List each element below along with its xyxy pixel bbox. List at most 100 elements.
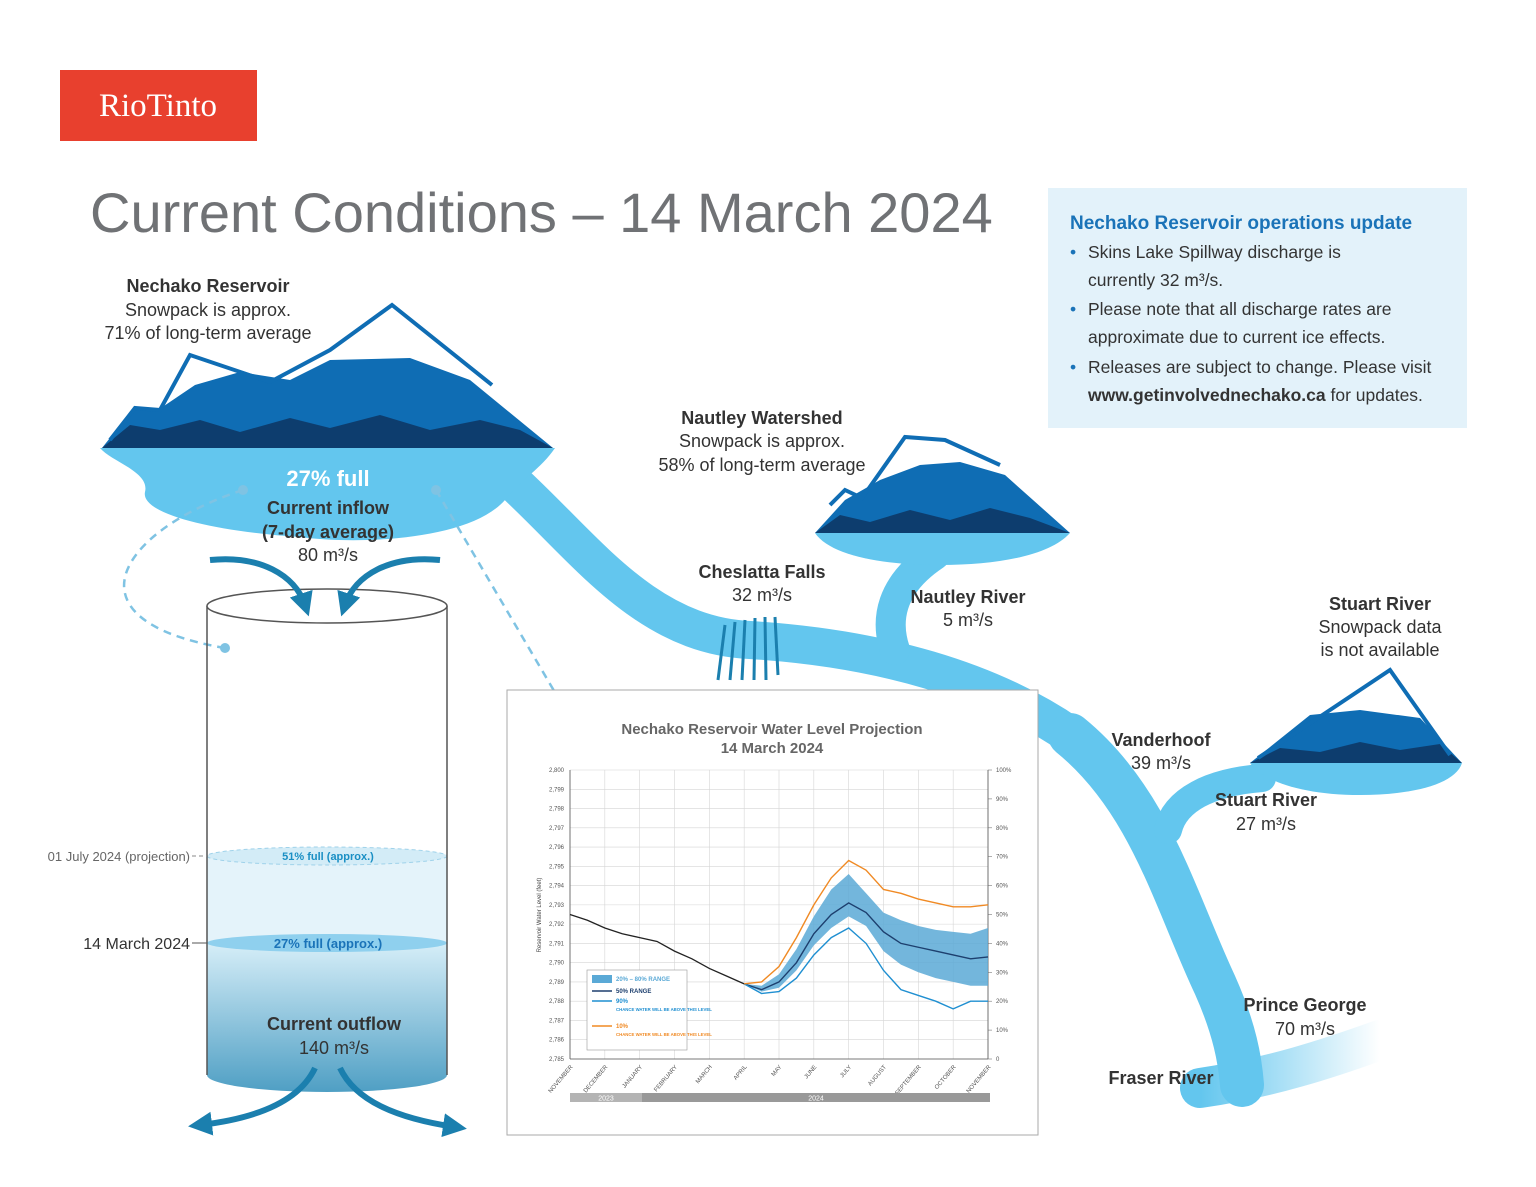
y2-tick-label: 40% <box>996 941 1009 947</box>
flow-arrows <box>188 556 467 1138</box>
bullet: • <box>1070 357 1076 377</box>
current-fill: 27% full (approx.) <box>274 936 382 951</box>
labels: Nechako Reservoir Snowpack is approx. 71… <box>48 276 1443 1088</box>
outflow-value: 140 m³/s <box>299 1038 369 1058</box>
range-band <box>744 874 988 992</box>
y-tick-label: 2,790 <box>549 961 565 967</box>
y-tick-label: 2,798 <box>549 807 565 813</box>
y-tick-label: 2,796 <box>549 845 565 851</box>
y-tick-label: 2,791 <box>549 941 565 947</box>
y-tick-label: 2,797 <box>549 826 565 832</box>
series-line <box>743 927 988 1010</box>
snowpack-text: Snowpack is approx. <box>679 431 845 451</box>
update-heading: Nechako Reservoir operations update <box>1070 213 1412 234</box>
website-link[interactable]: www.getinvolvednechako.ca <box>1087 385 1326 405</box>
bullet-text: Releases are subject to change. Please v… <box>1088 357 1432 377</box>
river <box>1154 764 1276 844</box>
y-axis-label: Reservoir Water Level (feet) <box>537 878 543 953</box>
place-name: Nautley Watershed <box>681 408 842 428</box>
bullet: • <box>1070 242 1076 262</box>
place-name: Nechako Reservoir <box>126 276 289 296</box>
series-line <box>743 902 989 991</box>
snowpack-text: is not available <box>1320 640 1439 660</box>
cylinder-water <box>207 943 447 1092</box>
y-tick-label: 2,789 <box>549 980 565 986</box>
flow-name: Vanderhoof <box>1111 730 1211 750</box>
mountain-base <box>1250 742 1462 763</box>
river <box>875 540 950 665</box>
chart-title: Nechako Reservoir Water Level Projection <box>621 721 922 738</box>
inflow-label: Current inflow <box>267 498 390 518</box>
nautley-lake <box>815 533 1070 565</box>
series-line <box>744 859 989 985</box>
legend-note: CHANCE WATER WILL BE ABOVE THIS LEVEL <box>616 1032 712 1037</box>
flow-value: 27 m³/s <box>1236 814 1296 834</box>
y2-tick-label: 20% <box>996 999 1009 1005</box>
flow-name: Cheslatta Falls <box>698 562 825 582</box>
y-tick-label: 2,788 <box>549 999 565 1005</box>
bullet-text: currently 32 m³/s. <box>1088 270 1223 290</box>
river-name: Fraser River <box>1108 1068 1213 1088</box>
year-bar <box>570 1093 642 1102</box>
y2-tick-label: 70% <box>996 855 1009 861</box>
legend-note: CHANCE WATER WILL BE ABOVE THIS LEVEL <box>616 1007 712 1012</box>
reservoir-fill: 27% full <box>286 466 369 491</box>
y2-tick-label: 0 <box>996 1057 1000 1063</box>
y2-tick-label: 80% <box>996 826 1009 832</box>
mountain-base <box>102 415 553 448</box>
y-tick-label: 2,794 <box>549 884 565 890</box>
year-bar <box>642 1093 990 1102</box>
chart-subtitle: 14 March 2024 <box>721 740 824 757</box>
bullet: • <box>1070 299 1076 319</box>
y-tick-label: 2,795 <box>549 864 565 870</box>
legend-label: 90% <box>616 999 629 1005</box>
bullet-text: www.getinvolvednechako.ca for updates. <box>1087 385 1423 405</box>
snowpack-text: Snowpack data <box>1318 617 1442 637</box>
update-bullets: • Skins Lake Spillway discharge is curre… <box>1070 242 1432 405</box>
bullet-text: for updates. <box>1331 385 1423 405</box>
cylinder-top <box>206 588 448 624</box>
y2-tick-label: 50% <box>996 913 1009 919</box>
y-tick-label: 2,785 <box>549 1057 565 1063</box>
bullet-text: Skins Lake Spillway discharge is <box>1088 242 1341 262</box>
y2-tick-label: 90% <box>996 797 1009 803</box>
year-label: 2024 <box>808 1096 824 1103</box>
flow-value: 5 m³/s <box>943 610 993 630</box>
flow-name: Stuart River <box>1215 790 1317 810</box>
flow-name: Nautley River <box>910 587 1025 607</box>
update-box <box>1048 188 1467 428</box>
snowpack-pct: 58% of long-term average <box>658 455 865 475</box>
logo: RioTinto <box>99 88 217 124</box>
plot: 2,785 2,786 2,787 2,788 2,789 2,790 2,791 2,792… <box>548 768 1012 1103</box>
connector-dot <box>220 643 230 653</box>
y2-tick-label: 10% <box>996 1028 1009 1034</box>
y2-tick-label: 30% <box>996 970 1009 976</box>
waterfall <box>716 616 780 681</box>
inflow-period: (7-day average) <box>262 522 394 542</box>
series-line <box>569 913 745 985</box>
projection-fill: 51% full (approx.) <box>282 851 374 863</box>
logo-box <box>60 70 257 141</box>
river <box>1048 713 1264 1107</box>
current-date: 14 March 2024 <box>83 936 190 953</box>
outflow-label: Current outflow <box>267 1014 402 1034</box>
y-tick-label: 2,799 <box>549 787 565 793</box>
flow-value: 39 m³/s <box>1131 753 1191 773</box>
y-tick-label: 2,800 <box>549 768 565 774</box>
connector-dot <box>431 485 441 495</box>
mountain-outline <box>108 302 494 442</box>
cylinder-projection <box>207 856 447 943</box>
flow-value: 32 m³/s <box>732 585 792 605</box>
chart-panel <box>506 689 1039 1136</box>
legend-box <box>586 969 688 1051</box>
mountain-outline <box>1256 667 1452 760</box>
current-level <box>207 934 447 952</box>
y2-tick-label: 60% <box>996 884 1009 890</box>
y2-tick-label: 100% <box>996 768 1012 774</box>
year-label: 2023 <box>598 1096 614 1103</box>
legend-label: 20% – 80% RANGE <box>616 977 670 983</box>
snowpack-pct: 71% of long-term average <box>104 323 311 343</box>
